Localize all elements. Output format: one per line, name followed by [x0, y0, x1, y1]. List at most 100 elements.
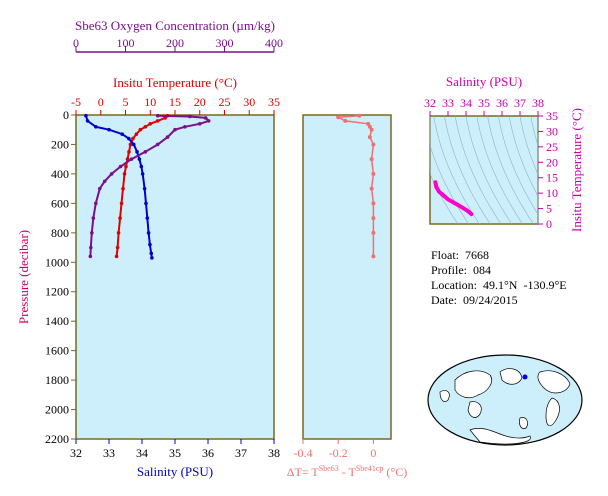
pressure-tick-label: 1800	[45, 373, 69, 387]
ts-series	[433, 180, 474, 217]
oxygen-point	[165, 135, 170, 139]
ts-temperature-tick-label: 20	[546, 155, 558, 169]
oxygen-point	[183, 124, 187, 129]
pressure-tick-label: 1400	[45, 314, 69, 328]
ts-salinity-tick-label: 36	[496, 96, 508, 110]
temperature-point	[122, 172, 127, 176]
delta-t-point	[369, 157, 374, 162]
salinity-point	[150, 256, 154, 260]
ts-point	[451, 200, 455, 204]
pressure-tick-label: 2000	[45, 403, 69, 417]
delta-t-axis: -0.4 -0.2 0	[294, 439, 376, 460]
ts-isoline	[454, 115, 502, 225]
temperature-tick-label: 0	[98, 95, 104, 109]
delta-t-point	[371, 171, 376, 176]
ts-point	[434, 185, 438, 189]
oxygen-tick-label: 0	[73, 36, 79, 50]
float-location-marker	[522, 374, 528, 380]
salinity-point	[140, 172, 145, 176]
temperature-axis: -5 0 5 10 15 20 25 30 35	[71, 95, 280, 115]
salinity-point	[145, 216, 150, 220]
oxygen-point	[188, 114, 192, 119]
temperature-tick-label: 5	[123, 95, 129, 109]
oxygen-tick-label: 300	[216, 36, 234, 50]
oxygen-point	[109, 172, 114, 176]
ts-salinity-tick-label: 34	[460, 96, 472, 110]
temperature-tick-label: 25	[219, 95, 231, 109]
temperature-point	[131, 136, 135, 141]
delta-t-axis-title: ΔT= TSbe63 - TSbe41cp (°C)	[287, 464, 407, 479]
ts-temperature-tick-label: 30	[546, 124, 558, 138]
temperature-point	[114, 254, 119, 259]
salinity-axis-title: Salinity (PSU)	[137, 464, 213, 479]
ts-salinity-tick-label: 35	[478, 96, 490, 110]
pressure-axis-title: Pressure (decibar)	[16, 230, 31, 324]
delta-t-point	[371, 254, 376, 259]
pressure-tick-label: 1200	[45, 285, 69, 299]
pressure-tick-label: 1000	[45, 255, 69, 269]
salinity-point	[120, 132, 124, 136]
ts-point	[464, 208, 468, 212]
salinity-point	[85, 119, 90, 123]
oxygen-axis-title: Sbe63 Oxygen Concentration (µm/kg)	[75, 18, 275, 33]
ts-temperature-tick-label: 5	[546, 202, 552, 216]
location-row: Location: 49.1°N -130.9°E	[431, 278, 567, 292]
delta-t-point	[343, 118, 348, 123]
salinity-profile-line	[84, 115, 153, 259]
salinity-point	[144, 201, 148, 206]
oxygen-point	[102, 179, 107, 184]
delta-t-point	[369, 186, 374, 191]
temperature-point	[163, 116, 167, 120]
profile-row: Profile: 084	[431, 263, 491, 277]
salinity-axis: 32 33 34 35 36 37 38	[70, 439, 280, 460]
pressure-tick-label: 1600	[45, 344, 69, 358]
profile-plot-area	[75, 114, 275, 440]
ts-temperature-tick-label: 0	[546, 217, 552, 231]
ts-temperature-tick-label: 10	[546, 186, 558, 200]
temperature-tick-label: 35	[268, 95, 280, 109]
temperature-point	[127, 150, 131, 154]
temperature-point	[148, 122, 153, 126]
oxygen-point	[143, 150, 148, 154]
pressure-tick-label: 0	[63, 108, 69, 122]
salinity-point	[107, 127, 111, 132]
temperature-axis-title: Insitu Temperature (°C)	[113, 75, 237, 90]
ts-salinity-tick-label: 33	[442, 96, 454, 110]
oxygen-point	[90, 231, 94, 235]
temperature-point	[116, 231, 121, 235]
oxygen-point	[129, 157, 134, 161]
ts-salinity-tick-label: 32	[424, 96, 436, 110]
salinity-point	[149, 251, 154, 256]
delta-t-point	[371, 201, 376, 206]
salinity-tick-label: 36	[202, 446, 214, 460]
pressure-tick-label: 800	[51, 226, 69, 240]
delta-t-tick-label: -0.2	[329, 446, 348, 460]
delta-t-point	[357, 113, 362, 118]
ts-point	[442, 194, 446, 198]
oxygen-point	[94, 201, 98, 206]
temperature-point	[134, 132, 139, 136]
map-ocean	[427, 354, 583, 446]
temperature-point	[155, 119, 160, 123]
date-row: Date: 09/24/2015	[431, 293, 518, 307]
ts-point	[446, 197, 450, 201]
oxygen-axis: 0 100 200 300 400	[73, 36, 283, 52]
pressure-tick-label: 400	[51, 167, 69, 181]
map-land	[439, 368, 571, 445]
salinity-point	[137, 157, 142, 161]
ts-point	[469, 212, 473, 216]
ts-point	[437, 190, 441, 194]
ts-temperature-axis-title: Insitu Temperature (°C)	[569, 108, 584, 232]
oxygen-point	[173, 127, 177, 132]
salinity-point	[84, 113, 88, 118]
oxygen-point	[118, 164, 123, 169]
pressure-tick-label: 2200	[45, 432, 69, 446]
ts-isoline	[487, 115, 534, 225]
oxygen-tick-label: 200	[166, 36, 184, 50]
salinity-tick-label: 32	[70, 446, 82, 460]
temperature-point	[119, 201, 124, 206]
ts-temperature-tick-label: 25	[546, 140, 558, 154]
delta-t-point	[367, 135, 372, 140]
ts-point	[460, 206, 464, 210]
